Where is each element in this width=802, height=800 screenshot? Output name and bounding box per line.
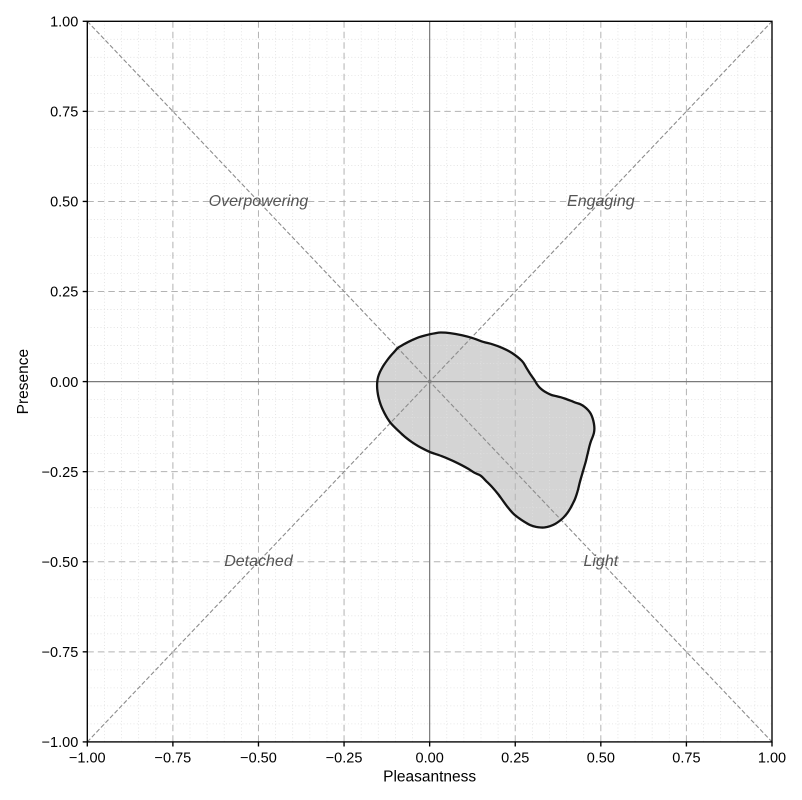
svg-text:0.50: 0.50: [50, 195, 78, 211]
svg-text:Presence: Presence: [15, 349, 32, 414]
svg-text:−1.00: −1.00: [42, 735, 79, 751]
svg-text:Overpowering: Overpowering: [209, 193, 309, 210]
svg-text:−0.25: −0.25: [326, 750, 363, 766]
svg-text:−0.50: −0.50: [42, 555, 79, 571]
svg-text:−0.75: −0.75: [42, 645, 79, 661]
svg-text:0.75: 0.75: [50, 105, 78, 121]
svg-text:0.75: 0.75: [672, 750, 700, 766]
svg-text:0.25: 0.25: [50, 285, 78, 301]
svg-text:0.00: 0.00: [416, 750, 444, 766]
svg-text:0.50: 0.50: [587, 750, 615, 766]
svg-text:Detached: Detached: [224, 553, 294, 570]
svg-text:−0.25: −0.25: [42, 465, 79, 481]
svg-text:0.00: 0.00: [50, 375, 78, 391]
svg-text:−0.50: −0.50: [240, 750, 277, 766]
svg-text:0.25: 0.25: [501, 750, 529, 766]
svg-text:1.00: 1.00: [50, 15, 78, 31]
svg-text:Light: Light: [583, 553, 618, 570]
svg-text:1.00: 1.00: [758, 750, 786, 766]
svg-text:−0.75: −0.75: [155, 750, 192, 766]
svg-text:−1.00: −1.00: [69, 750, 106, 766]
svg-text:Engaging: Engaging: [567, 193, 635, 210]
svg-text:Pleasantness: Pleasantness: [383, 769, 476, 786]
